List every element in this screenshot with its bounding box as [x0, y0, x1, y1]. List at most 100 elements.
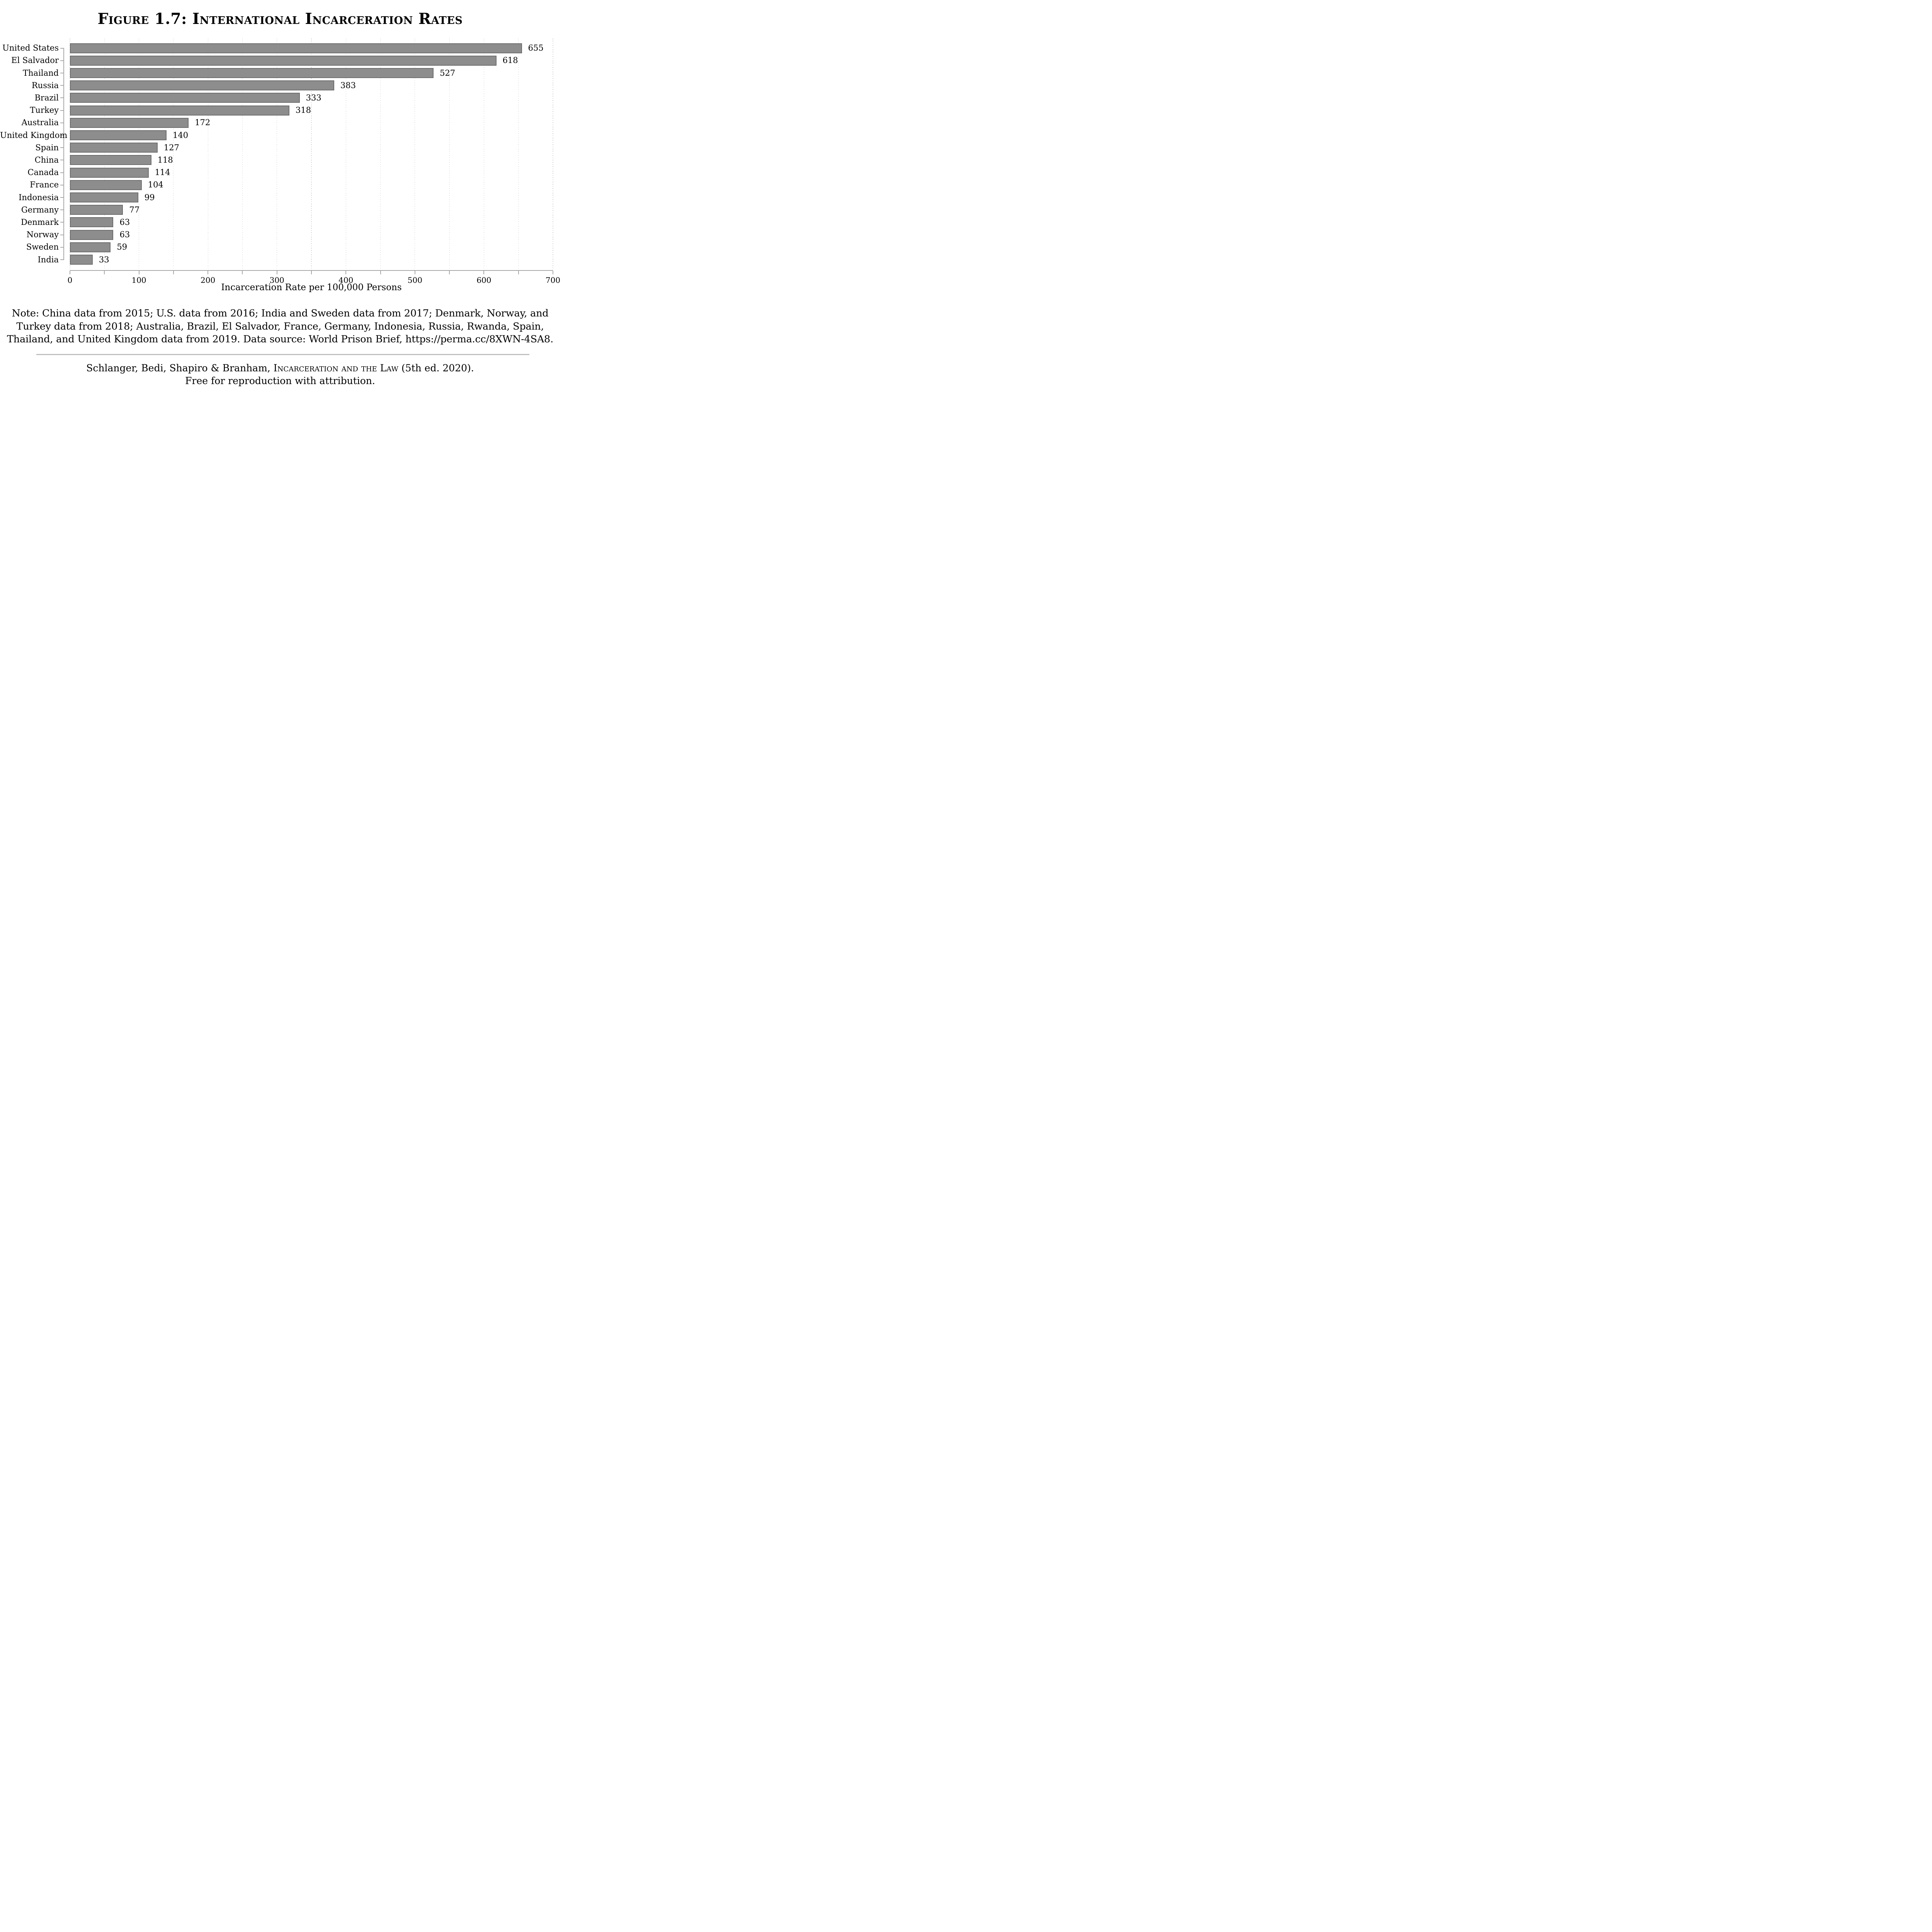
bar-chart: United States 655 El Salvador 618 Thailand 52…: [0, 0, 560, 294]
y-tick-australia: [60, 122, 64, 123]
x-tick-label-500: 500: [407, 276, 422, 285]
x-tick-label-300: 300: [269, 276, 284, 285]
bar-australia: [70, 117, 189, 128]
value-label-india: 33: [99, 255, 109, 264]
bar-denmark: [70, 217, 114, 228]
bar-spain: [70, 143, 158, 153]
y-tick-united-kingdom: [60, 135, 64, 136]
value-label-thailand: 527: [440, 68, 456, 78]
gridline-450: [380, 39, 381, 270]
category-label-spain: Spain: [35, 143, 59, 152]
bar-france: [70, 180, 142, 190]
x-tick-250: [242, 271, 243, 274]
category-label-el-salvador: El Salvador: [11, 56, 59, 65]
category-label-united-states: United States: [2, 43, 59, 53]
category-label-australia: Australia: [21, 118, 59, 128]
category-label-denmark: Denmark: [21, 217, 59, 227]
gridline-250: [242, 39, 243, 270]
value-label-china: 118: [157, 155, 173, 165]
category-label-china: China: [34, 155, 59, 165]
note-line: Thailand, and United Kingdom data from 2…: [7, 333, 553, 345]
value-label-el-salvador: 618: [502, 56, 518, 65]
bar-united-kingdom: [70, 130, 167, 140]
bar-indonesia: [70, 192, 138, 202]
value-label-denmark: 63: [119, 217, 130, 227]
bar-united-states: [70, 43, 522, 53]
citation-authors: Schlanger, Bedi, Shapiro & Branham,: [86, 362, 274, 374]
x-axis-title: Incarceration Rate per 100,000 Persons: [221, 282, 402, 293]
x-tick-650: [518, 271, 519, 274]
figure-title: Figure 1.7: International Incarceration …: [97, 10, 463, 28]
category-label-canada: Canada: [27, 168, 59, 177]
citation-line: Schlanger, Bedi, Shapiro & Branham, Inca…: [0, 362, 560, 374]
note-line: Turkey data from 2018; Australia, Brazil…: [16, 320, 544, 332]
bar-china: [70, 155, 151, 165]
y-tick-russia: [60, 85, 64, 86]
category-label-thailand: Thailand: [23, 68, 59, 78]
y-tick-denmark: [60, 222, 64, 223]
gridline-650: [518, 39, 519, 270]
x-tick-label-400: 400: [338, 276, 354, 285]
y-tick-brazil: [60, 97, 64, 99]
category-label-germany: Germany: [21, 205, 59, 214]
divider-rule: [36, 354, 529, 355]
bar-canada: [70, 167, 149, 178]
x-tick-450: [380, 271, 381, 274]
category-label-turkey: Turkey: [30, 105, 59, 115]
bar-india: [70, 255, 93, 265]
value-label-spain: 127: [163, 143, 179, 152]
figure-note: Note: China data from 2015; U.S. data fr…: [0, 307, 560, 346]
category-label-india: India: [37, 255, 59, 264]
value-label-australia: 172: [195, 118, 211, 128]
category-label-united-kingdom: United Kingdom: [0, 130, 68, 140]
category-label-france: France: [30, 180, 59, 190]
y-tick-sweden: [60, 247, 64, 248]
value-label-united-states: 655: [528, 43, 544, 53]
category-label-sweden: Sweden: [26, 242, 59, 252]
bar-russia: [70, 80, 334, 91]
y-tick-germany: [60, 209, 64, 211]
value-label-united-kingdom: 140: [172, 130, 189, 140]
bar-norway: [70, 230, 114, 240]
gridline-550: [449, 39, 450, 270]
gridline-50: [104, 39, 105, 270]
x-tick-label-0: 0: [67, 276, 73, 285]
value-label-brazil: 333: [306, 93, 321, 102]
y-tick-turkey: [60, 110, 64, 111]
figure-page: Figure 1.7: International Incarceration …: [0, 0, 560, 386]
x-tick-label-600: 600: [476, 276, 492, 285]
x-tick-label-200: 200: [201, 276, 216, 285]
y-tick-spain: [60, 147, 64, 148]
x-tick-600: [483, 271, 485, 274]
value-label-france: 104: [148, 180, 163, 190]
y-tick-india: [60, 259, 64, 260]
x-tick-400: [345, 271, 347, 274]
citation-book-title: Incarceration and the Law: [273, 362, 398, 374]
x-tick-350: [311, 271, 312, 274]
x-tick-50: [104, 271, 105, 274]
value-label-germany: 77: [129, 205, 140, 214]
category-label-russia: Russia: [31, 80, 59, 90]
y-tick-el-salvador: [60, 60, 64, 61]
bar-sweden: [70, 242, 111, 252]
note-line: Note: China data from 2015; U.S. data fr…: [12, 308, 549, 319]
bar-thailand: [70, 68, 434, 78]
value-label-russia: 383: [340, 80, 356, 90]
x-tick-150: [173, 271, 174, 274]
citation-license: Free for reproduction with attribution.: [185, 375, 375, 386]
value-label-turkey: 318: [295, 105, 311, 115]
category-label-brazil: Brazil: [34, 93, 59, 102]
value-label-indonesia: 99: [144, 192, 155, 202]
y-tick-united-states: [60, 48, 64, 49]
value-label-norway: 63: [119, 230, 130, 240]
category-label-norway: Norway: [26, 230, 59, 240]
bar-brazil: [70, 93, 300, 103]
x-axis-line: [70, 270, 553, 271]
category-label-indonesia: Indonesia: [19, 192, 59, 202]
value-label-canada: 114: [155, 168, 170, 177]
value-label-sweden: 59: [117, 242, 128, 252]
x-tick-200: [207, 271, 209, 274]
bar-turkey: [70, 105, 289, 116]
y-tick-indonesia: [60, 197, 64, 198]
x-tick-550: [449, 271, 450, 274]
